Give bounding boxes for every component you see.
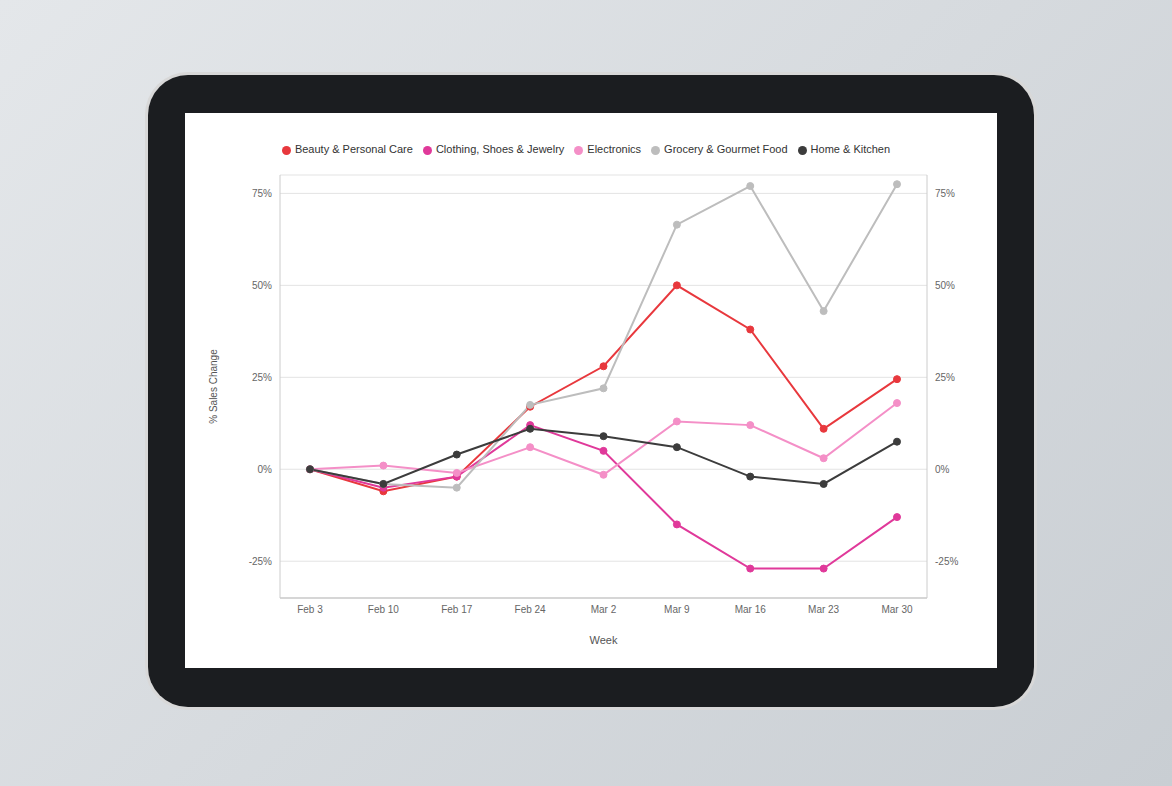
svg-text:Mar 23: Mar 23 [808,604,840,615]
svg-text:Feb 24: Feb 24 [515,604,547,615]
svg-text:Mar 16: Mar 16 [735,604,767,615]
svg-text:Week: Week [590,634,618,646]
svg-text:Mar 9: Mar 9 [664,604,690,615]
svg-text:25%: 25% [252,372,272,383]
html-text:Clothing, Shoes & Jewelry: Clothing, Shoes & Jewelry [435,143,565,155]
svg-text:25%: 25% [935,372,955,383]
svg-text:75%: 75% [252,188,272,199]
svg-text:-25%: -25% [249,556,272,567]
svg-text:Feb 17: Feb 17 [441,604,473,615]
svg-text:Mar 2: Mar 2 [591,604,617,615]
svg-text:% Sales Change: % Sales Change [208,349,219,424]
svg-text:0%: 0% [935,464,950,475]
html-text:Grocery & Gourmet Food: Grocery & Gourmet Food [664,143,788,155]
svg-text:Feb 10: Feb 10 [368,604,400,615]
svg-text:-25%: -25% [935,556,958,567]
svg-text:0%: 0% [258,464,273,475]
svg-text:Feb 3: Feb 3 [297,604,323,615]
svg-text:75%: 75% [935,188,955,199]
svg-text:Mar 30: Mar 30 [881,604,913,615]
html-text:Beauty & Personal Care: Beauty & Personal Care [294,143,413,155]
html-text:Electronics: Electronics [587,143,642,155]
svg-text:50%: 50% [252,280,272,291]
svg-text:50%: 50% [935,280,955,291]
html-text:Home & Kitchen: Home & Kitchen [810,143,891,155]
